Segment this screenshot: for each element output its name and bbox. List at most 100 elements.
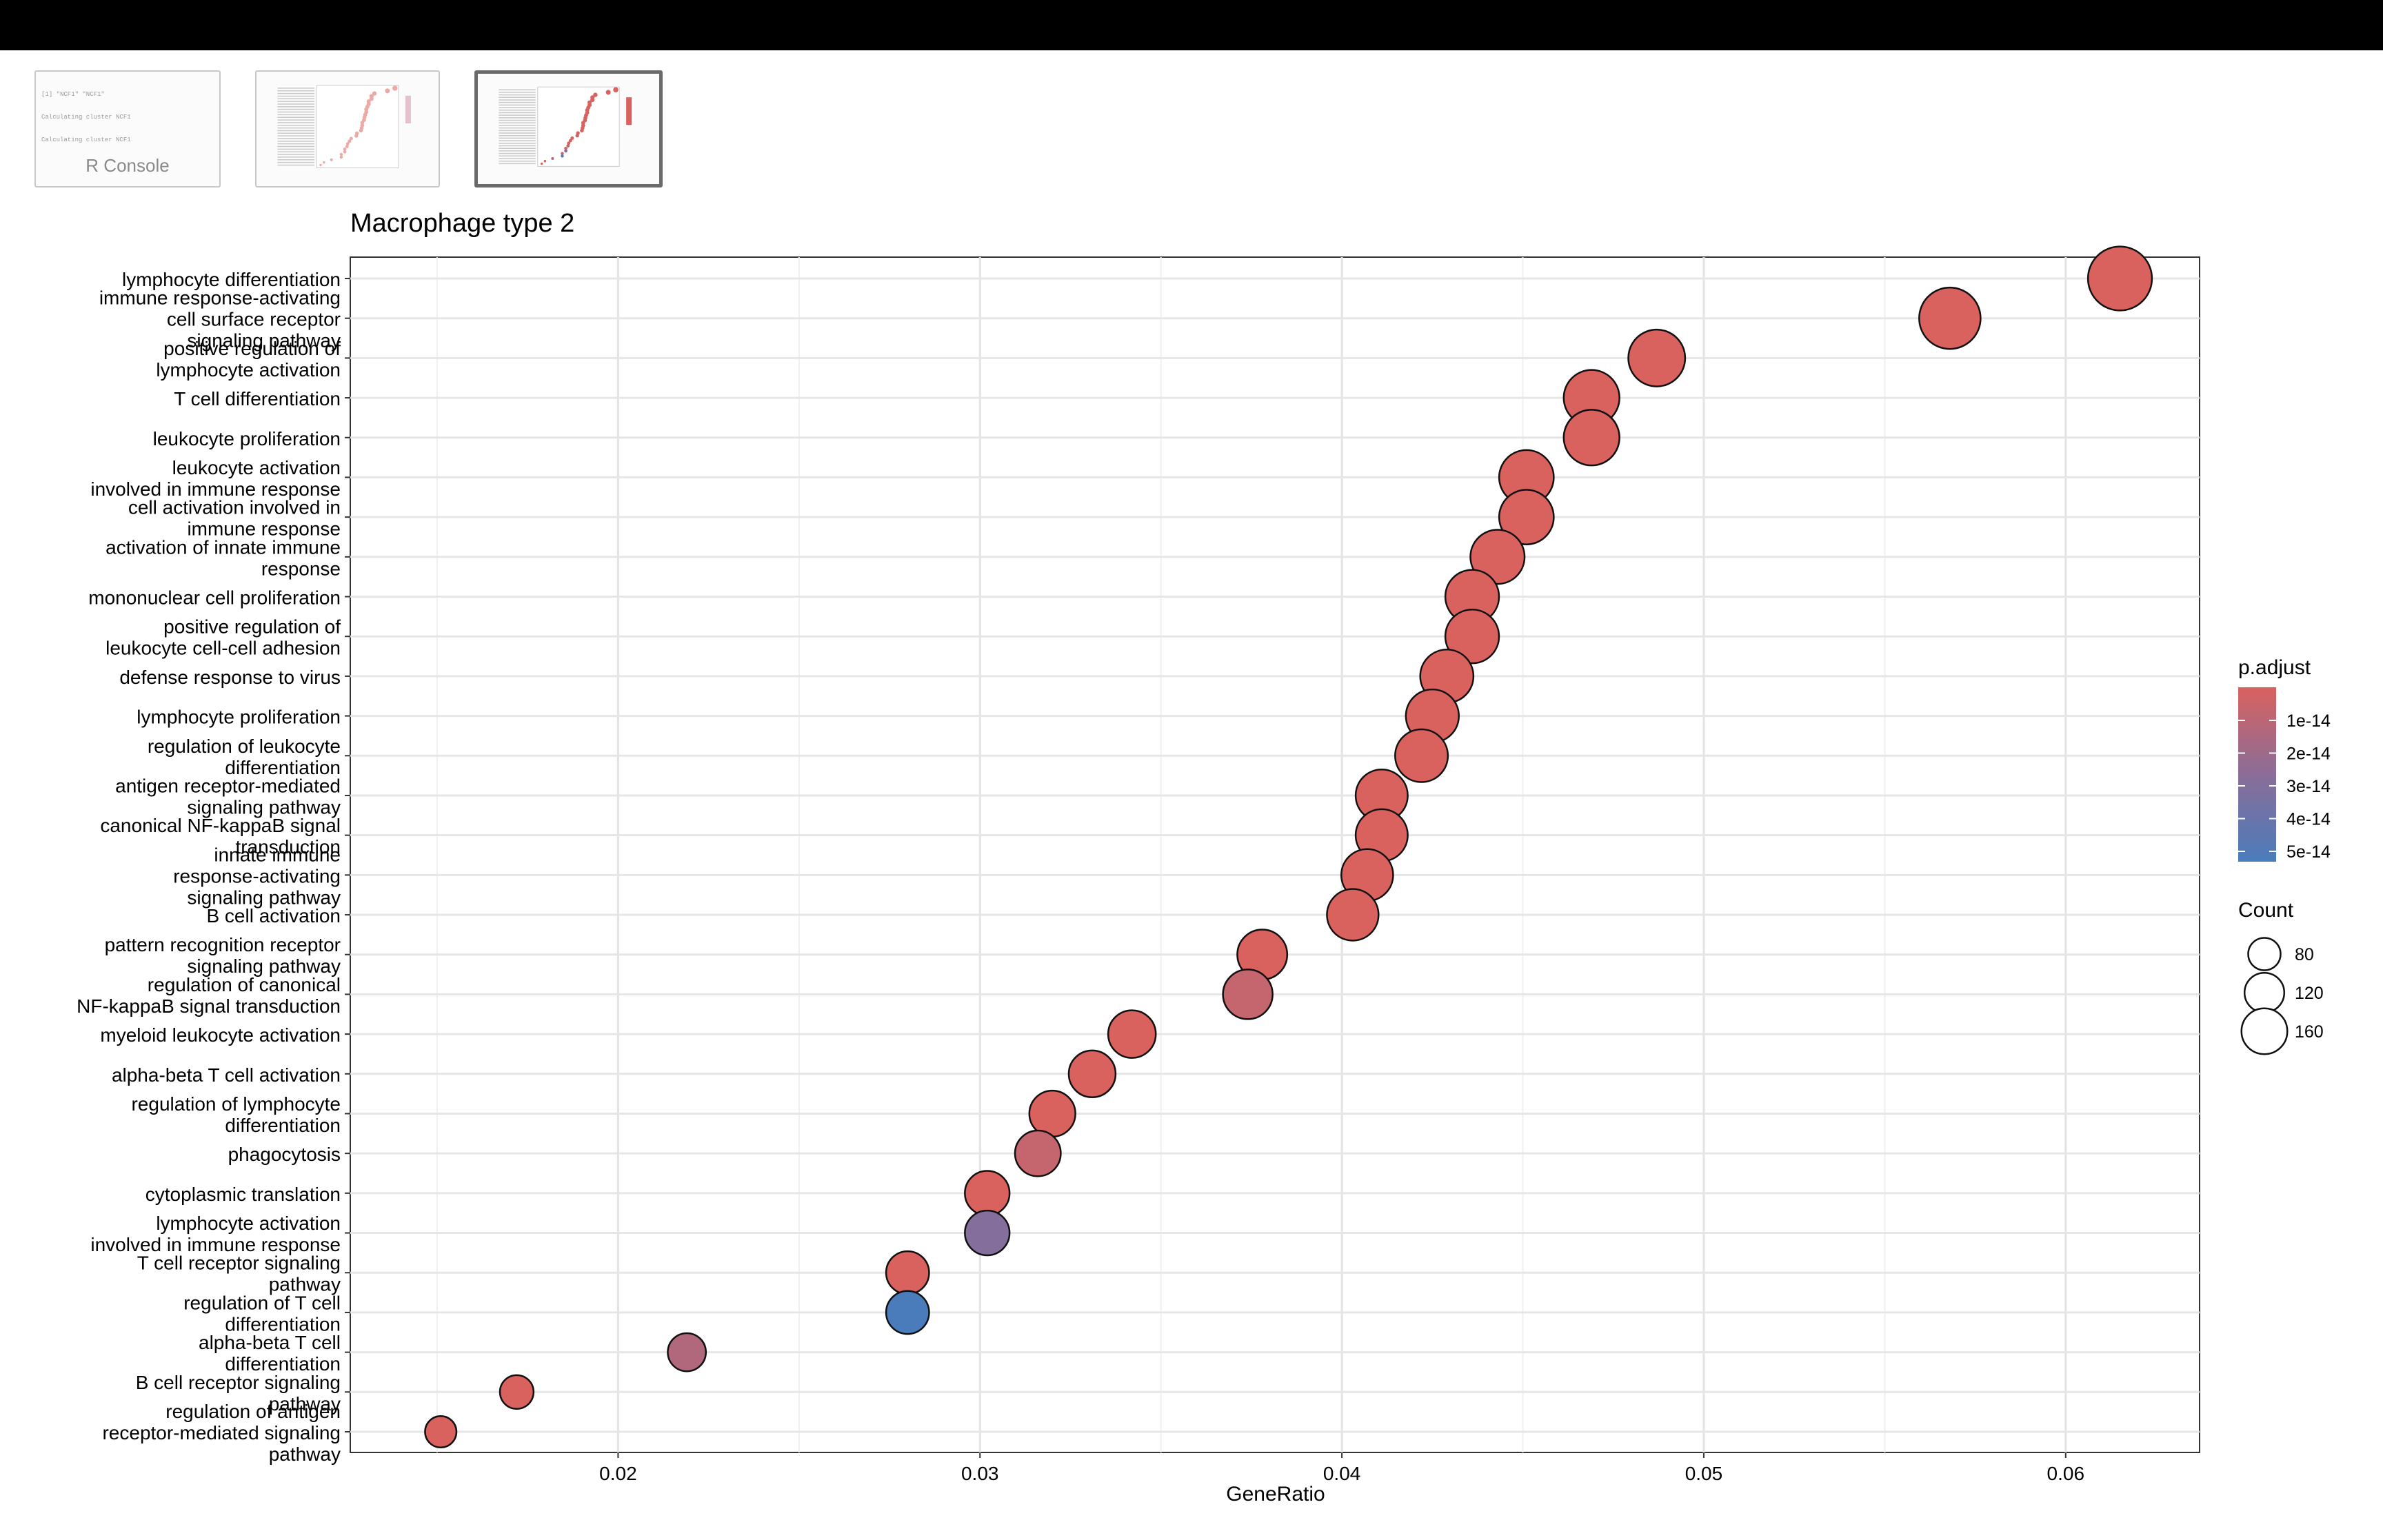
color-legend-label: 4e-14 bbox=[2286, 810, 2331, 829]
mini-plot-point bbox=[392, 85, 398, 91]
mini-plot-point bbox=[369, 97, 374, 101]
data-point bbox=[1627, 328, 1687, 387]
mini-plot-point bbox=[349, 136, 353, 141]
data-points bbox=[424, 245, 2153, 1449]
console-line: Calculating cluster NCF1 bbox=[41, 114, 131, 121]
plot-thumbnail-2[interactable] bbox=[474, 70, 663, 188]
data-point bbox=[964, 1170, 1011, 1217]
mini-plot-point bbox=[561, 152, 564, 155]
y-tick-label: innate immune response-activating signalin… bbox=[173, 844, 341, 908]
mini-plot-point bbox=[561, 154, 564, 158]
y-tick-label: phagocytosis bbox=[228, 1144, 341, 1165]
chart-title: Macrophage type 2 bbox=[350, 209, 574, 238]
y-tick-label: mononuclear cell proliferation bbox=[88, 587, 341, 609]
data-point bbox=[1014, 1129, 1062, 1177]
data-point bbox=[1469, 529, 1526, 585]
y-tick-label: regulation of canonical NF-kappaB signal … bbox=[77, 974, 341, 1017]
y-tick-label: regulation of lymphocyte differentiation bbox=[131, 1093, 341, 1136]
mini-plot-point bbox=[343, 150, 347, 154]
mini-plot-point bbox=[348, 139, 352, 143]
data-point bbox=[1562, 409, 1620, 467]
y-tick-label: leukocyte activation involved in immune r… bbox=[90, 457, 341, 500]
y-tick-label: lymphocyte activation involved in immune … bbox=[90, 1213, 341, 1255]
plot-thumbnail-1[interactable] bbox=[255, 70, 440, 188]
mini-plot-point bbox=[570, 136, 574, 140]
x-axis: 0.02 0.03 0.04 0.05 0.06 bbox=[599, 1452, 2084, 1484]
mini-plot-point bbox=[575, 134, 579, 138]
mini-plot-point bbox=[354, 134, 359, 138]
mini-plot-point bbox=[613, 87, 619, 92]
size-legend-circle bbox=[2240, 1007, 2289, 1055]
mini-plot-point bbox=[543, 159, 547, 163]
size-legend-label: 80 bbox=[2295, 945, 2314, 964]
mini-plot-point bbox=[580, 128, 584, 133]
mini-plot-panel bbox=[537, 86, 620, 167]
data-point bbox=[1326, 888, 1380, 942]
data-point bbox=[499, 1374, 535, 1410]
y-tick-label: regulation of T cell differentiation bbox=[183, 1292, 341, 1335]
x-tick-label: 0.06 bbox=[2047, 1463, 2085, 1484]
data-point bbox=[1107, 1009, 1157, 1059]
y-tick-label: myeloid leukocyte activation bbox=[100, 1024, 341, 1046]
y-tick-label: immune response-activating cell surface r… bbox=[99, 287, 341, 352]
y-tick-label: regulation of antigen receptor-mediated s… bbox=[102, 1401, 341, 1465]
plot-thumbnail-2-preview bbox=[499, 86, 632, 167]
y-tick-label: positive regulation of lymphocyte activat… bbox=[156, 338, 341, 381]
mini-plot-point bbox=[567, 141, 571, 145]
y-tick-label: canonical NF-kappaB signal transduction bbox=[100, 815, 341, 858]
y-tick-label: alpha-beta T cell activation bbox=[112, 1064, 341, 1086]
data-point bbox=[964, 1209, 1011, 1257]
x-tick-label: 0.03 bbox=[961, 1463, 999, 1484]
legend: p.adjust Count 1e-14 2e-14 3e-14 4e-14 5e-14… bbox=[2238, 656, 2331, 1055]
mini-plot-point bbox=[564, 149, 567, 153]
y-tick-label: T cell differentiation bbox=[174, 388, 341, 409]
size-legend-label: 120 bbox=[2295, 984, 2324, 1003]
mini-plot-point bbox=[330, 158, 333, 161]
mini-plot-point bbox=[339, 155, 343, 159]
y-tick-label: defense response to virus bbox=[119, 667, 341, 688]
console-thumbnail-label: R Console bbox=[86, 155, 170, 176]
mini-plot-point bbox=[345, 145, 349, 148]
color-legend-title: p.adjust bbox=[2238, 656, 2311, 679]
y-tick-label: B cell receptor signaling pathway bbox=[136, 1372, 341, 1415]
y-tick-label: regulation of leukocyte differentiation bbox=[148, 736, 341, 778]
mini-plot-point bbox=[385, 88, 390, 94]
color-legend-label: 2e-14 bbox=[2286, 744, 2331, 764]
mini-plot-panel bbox=[316, 85, 399, 168]
y-tick-label: leukocyte proliferation bbox=[153, 428, 341, 449]
mini-plot-point bbox=[339, 152, 343, 156]
y-tick-label: cell activation involved in immune respon… bbox=[128, 497, 341, 540]
mini-plot-point bbox=[345, 142, 350, 146]
x-tick-label: 0.02 bbox=[599, 1463, 637, 1484]
data-point bbox=[1498, 489, 1555, 545]
console-line: [1] "NCF1" "NCF1" bbox=[41, 91, 105, 98]
y-tick-label: antigen receptor-mediated signaling pathw… bbox=[115, 775, 341, 818]
y-tick-label: pattern recognition receptor signaling pa… bbox=[105, 934, 341, 977]
mini-plot-point bbox=[343, 148, 347, 151]
console-preview-text: [1] "NCF1" "NCF1" Calculating cluster NC… bbox=[41, 76, 131, 159]
mini-plot-point bbox=[564, 146, 567, 150]
mini-plot-point bbox=[319, 163, 322, 167]
console-line: Calculating cluster NCF1 bbox=[41, 136, 131, 143]
color-bar bbox=[2238, 687, 2276, 862]
mini-plot-point bbox=[568, 139, 572, 143]
y-tick-label: activation of innate immune response bbox=[105, 536, 341, 579]
size-legend-circle bbox=[2247, 937, 2282, 971]
data-point bbox=[1222, 969, 1274, 1020]
color-legend-label: 5e-14 bbox=[2286, 842, 2331, 862]
mini-plot-point bbox=[551, 157, 554, 160]
y-tick-label: cytoplasmic translation bbox=[145, 1184, 341, 1205]
data-point bbox=[1444, 609, 1500, 665]
y-tick-label: T cell receptor signaling pathway bbox=[137, 1253, 341, 1295]
gridlines bbox=[350, 257, 2200, 1452]
data-point bbox=[1067, 1049, 1117, 1099]
mini-plot-legend bbox=[405, 95, 411, 123]
console-thumbnail[interactable]: [1] "NCF1" "NCF1" Calculating cluster NC… bbox=[34, 70, 221, 188]
data-point bbox=[424, 1415, 458, 1449]
data-point bbox=[667, 1332, 707, 1372]
x-axis-title: GeneRatio bbox=[1226, 1483, 1325, 1506]
top-bar bbox=[0, 0, 2383, 50]
x-tick-label: 0.05 bbox=[1685, 1463, 1723, 1484]
mini-plot-point bbox=[372, 91, 377, 96]
